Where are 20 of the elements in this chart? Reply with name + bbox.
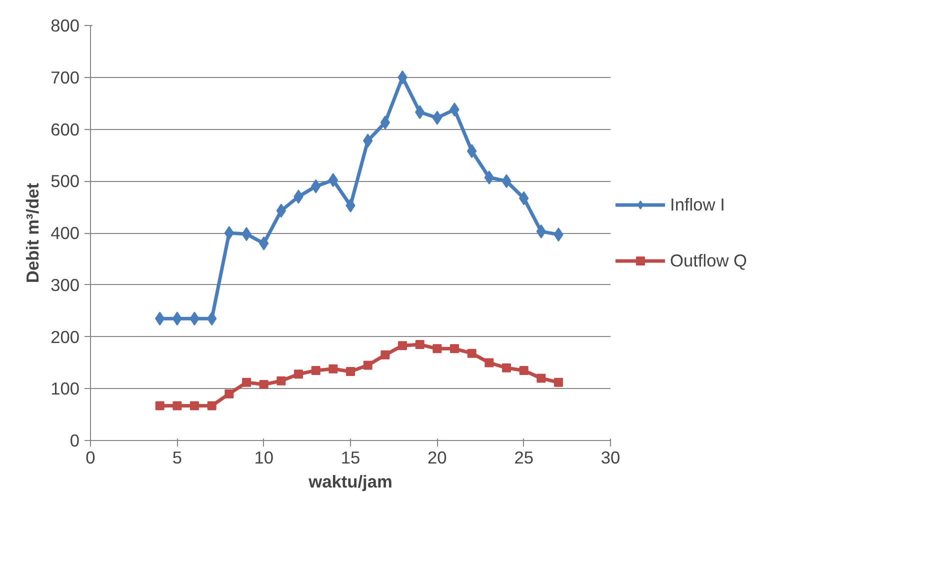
y-tick-label: 300 — [50, 274, 80, 295]
x-tick-label: 20 — [428, 448, 447, 468]
y-tick-label: 0 — [70, 430, 80, 450]
x-tick-label: 30 — [600, 448, 620, 468]
x-tick-label: 5 — [172, 448, 182, 468]
y-tick-label: 600 — [50, 119, 80, 140]
x-tick-label: 25 — [514, 448, 534, 468]
x-tick-label: 0 — [86, 448, 96, 468]
y-axis-title: Debit m³/det — [22, 182, 43, 284]
legend-label: Outflow Q — [670, 250, 748, 271]
x-axis-title: waktu/jam — [308, 472, 392, 492]
y-tick-label: 400 — [50, 223, 80, 243]
y-tick-label: 500 — [50, 171, 80, 192]
legend-label: Inflow I — [670, 194, 725, 215]
y-tick-label: 200 — [50, 326, 80, 347]
x-tick-label: 15 — [340, 448, 360, 468]
y-tick-label: 700 — [50, 67, 80, 88]
x-tick-label: 10 — [254, 448, 274, 468]
y-tick-label: 800 — [50, 16, 80, 36]
y-tick-label: 100 — [50, 378, 80, 399]
